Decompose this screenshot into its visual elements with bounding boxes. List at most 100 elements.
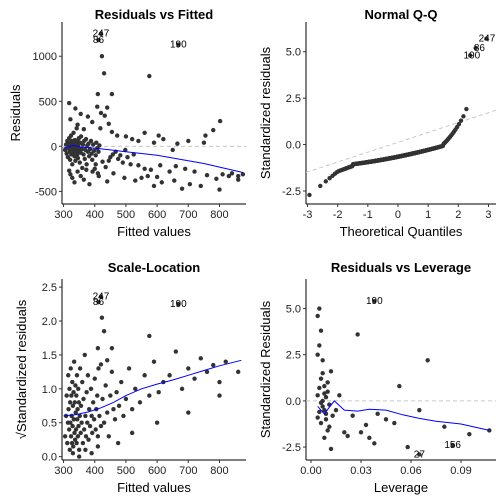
- data-point: [151, 183, 157, 189]
- x-tick-label: 700: [179, 209, 197, 221]
- y-tick-label: 2.5: [286, 93, 301, 105]
- y-axis-label: Standardized residuals: [258, 46, 273, 179]
- data-point: [129, 406, 135, 412]
- y-tick-label: -500: [35, 186, 57, 198]
- data-point: [142, 130, 147, 136]
- data-point: [122, 175, 127, 181]
- x-axis-label: Leverage: [374, 480, 428, 495]
- point-annotation: 86: [93, 35, 105, 46]
- y-tick-label: 2.5: [42, 282, 57, 294]
- data-point: [327, 424, 332, 429]
- data-point: [458, 118, 464, 123]
- x-tick-label: 0.00: [300, 465, 321, 477]
- data-point: [69, 393, 74, 398]
- data-point: [126, 366, 132, 371]
- data-point: [84, 162, 89, 167]
- data-point: [131, 152, 136, 157]
- data-point: [211, 127, 216, 133]
- data-point: [137, 400, 143, 405]
- data-point: [90, 119, 95, 125]
- data-point: [90, 169, 95, 174]
- data-point: [315, 313, 320, 319]
- data-point: [187, 181, 193, 187]
- data-point: [70, 379, 75, 385]
- data-point: [71, 390, 76, 395]
- point-annotation: 247: [93, 292, 110, 303]
- data-point: [204, 172, 210, 178]
- x-tick-label: 600: [148, 465, 166, 477]
- y-tick-label: 5.0: [286, 304, 301, 316]
- data-point: [67, 447, 72, 453]
- data-point: [98, 423, 104, 429]
- data-point: [186, 410, 191, 415]
- data-point: [96, 149, 101, 154]
- data-point: [84, 167, 89, 172]
- data-point: [90, 400, 96, 405]
- data-point: [62, 147, 68, 153]
- data-point: [87, 181, 92, 187]
- y-tick-label: 0: [51, 141, 57, 153]
- data-point: [66, 427, 72, 432]
- data-point: [176, 42, 181, 47]
- data-point: [75, 155, 81, 161]
- panel-0: Residuals vs Fitted 300 400 500 600 700 800 -50…: [8, 7, 246, 239]
- data-point: [71, 417, 77, 422]
- x-tick-label: 800: [210, 465, 228, 477]
- data-point: [201, 140, 207, 145]
- data-point: [90, 157, 95, 163]
- data-point: [108, 393, 113, 398]
- data-point: [240, 172, 246, 177]
- panel-title: Residuals vs Fitted: [95, 7, 214, 22]
- data-point: [70, 162, 75, 167]
- data-point: [461, 114, 466, 119]
- panel-2: Scale-Location 300 400 500 600 700 800 0.0 0.5 1.…: [14, 260, 246, 495]
- data-point: [367, 435, 372, 441]
- data-point: [115, 133, 120, 138]
- data-point: [78, 134, 84, 139]
- data-point: [318, 420, 324, 426]
- data-point: [342, 430, 347, 435]
- data-point: [99, 315, 105, 320]
- x-tick-label: 0.03: [350, 465, 371, 477]
- data-point: [72, 180, 77, 185]
- data-point: [68, 434, 74, 439]
- data-point: [142, 166, 147, 172]
- data-point: [327, 176, 332, 181]
- x-tick-label: 400: [86, 209, 104, 221]
- data-point: [139, 175, 144, 181]
- data-point: [87, 423, 93, 429]
- data-point: [236, 173, 241, 179]
- data-point: [102, 113, 107, 118]
- data-point: [323, 395, 329, 400]
- data-point: [79, 420, 84, 425]
- data-point: [98, 126, 103, 131]
- data-point: [214, 176, 219, 181]
- data-point: [217, 393, 222, 398]
- data-point: [167, 169, 172, 174]
- point-annotation: 86: [93, 297, 105, 308]
- x-tick-label: 0: [395, 209, 401, 221]
- data-point: [82, 156, 87, 162]
- data-point: [77, 413, 82, 419]
- data-point: [325, 380, 330, 385]
- data-point: [317, 306, 322, 311]
- x-tick-label: 700: [179, 465, 197, 477]
- data-point: [106, 434, 111, 439]
- data-point: [83, 136, 89, 142]
- data-point: [68, 420, 73, 425]
- data-point: [98, 294, 104, 299]
- data-point: [66, 100, 72, 106]
- y-tick-label: 1.5: [42, 350, 57, 362]
- data-point: [71, 130, 76, 136]
- x-tick-label: -2: [333, 209, 343, 221]
- data-point: [76, 454, 82, 459]
- y-tick-label: 1.0: [42, 384, 57, 396]
- data-point: [67, 386, 72, 392]
- data-point: [85, 420, 90, 425]
- data-point: [350, 413, 355, 418]
- data-point: [405, 444, 410, 450]
- data-point: [118, 153, 123, 158]
- y-tick-label: 500: [39, 96, 57, 108]
